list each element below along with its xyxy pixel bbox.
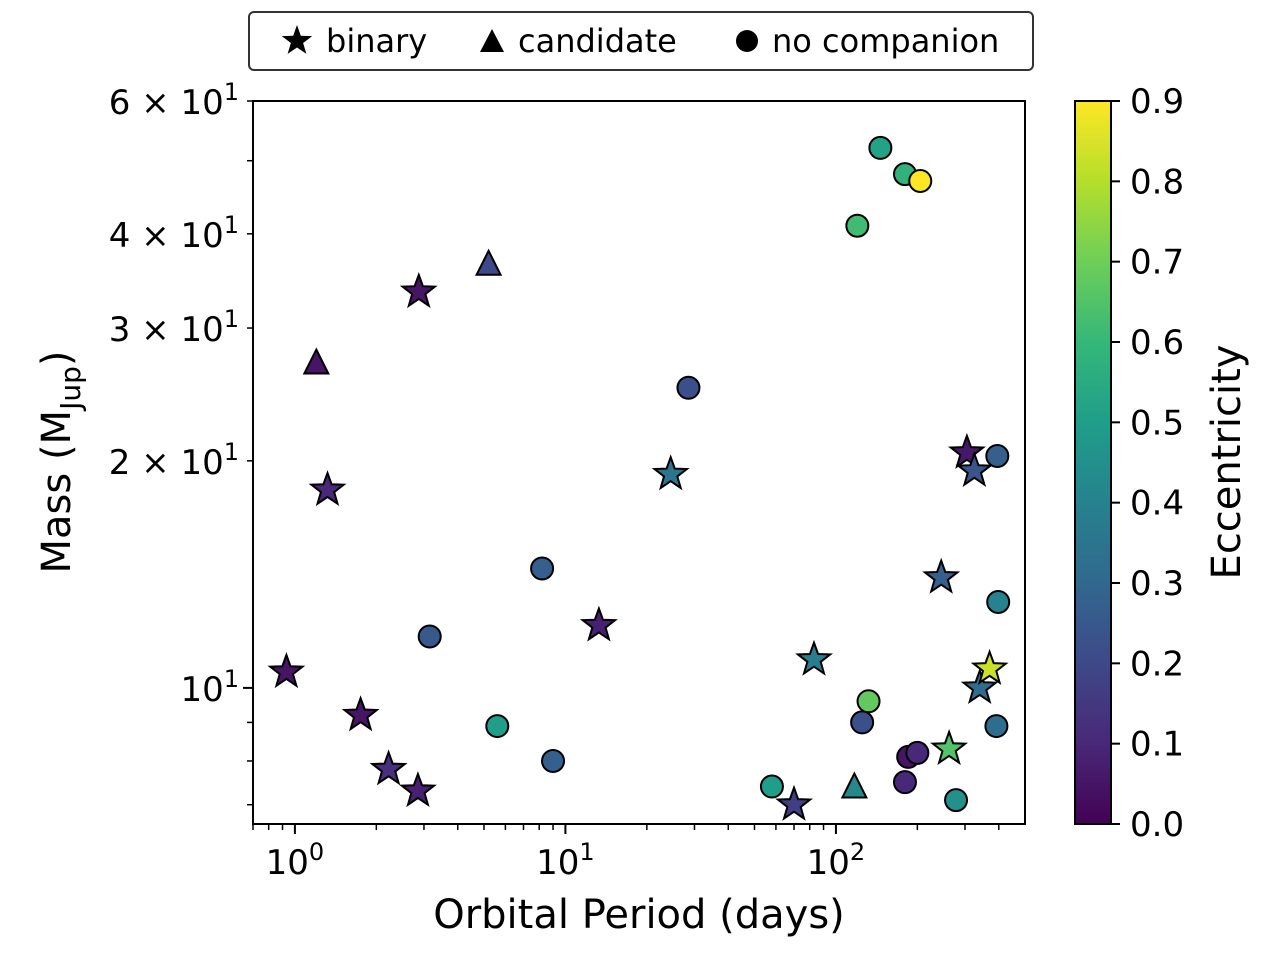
legend-label-candidate: candidate <box>518 22 677 60</box>
y-axis: 101 2 × 101 3 × 101 4 × 101 6 × 101 <box>109 78 253 806</box>
scatter-point-binary <box>399 271 438 309</box>
x-axis: 100 101 102 <box>252 824 1000 883</box>
scatter-point-no-companion <box>892 770 917 795</box>
scatter-point-binary <box>922 557 961 594</box>
scatter-point-binary <box>341 695 380 732</box>
colorbar-tick-label: 0.5 <box>1130 403 1184 443</box>
scatter-point-binary <box>308 470 347 507</box>
scatter-point-binary <box>651 454 690 491</box>
colorbar-tick-label: 0.9 <box>1130 82 1184 122</box>
scatter-point-binary <box>930 728 968 766</box>
y-axis-label-sub: Jup <box>54 366 87 412</box>
scatter-point-binary <box>955 450 994 487</box>
x-axis-label: Orbital Period (days) <box>433 892 845 938</box>
scatter-point-no-companion <box>868 135 893 160</box>
plot-frame <box>252 100 1026 825</box>
scatter-point-binary <box>399 771 437 808</box>
y-axis-label-main: Mass (M <box>34 410 80 574</box>
y-axis-label-close: ) <box>34 351 80 367</box>
x-tick-label: 100 <box>266 838 325 883</box>
legend-label-no-companion: no companion <box>772 22 1000 60</box>
star-icon <box>281 25 313 54</box>
colorbar-tick-label: 0.1 <box>1130 725 1184 765</box>
scatter-point-no-companion <box>905 740 930 765</box>
colorbar-tick-label: 0.4 <box>1130 484 1184 524</box>
scatter-point-binary <box>948 432 986 469</box>
scatter-point-no-companion <box>986 589 1011 614</box>
colorbar-tick-label: 0.8 <box>1130 162 1184 202</box>
colorbar-tick-label: 0.2 <box>1130 644 1184 684</box>
scatter-point-no-companion <box>485 714 510 739</box>
scatter-point-binary <box>960 667 999 704</box>
scatter-point-candidate <box>302 347 330 375</box>
scatter-point-no-companion <box>985 443 1010 468</box>
y-tick-label: 2 × 101 <box>109 438 239 483</box>
scatter-point-no-companion <box>984 714 1009 739</box>
scatter-point-no-companion <box>759 774 784 799</box>
scatter-point-binary <box>970 648 1009 685</box>
colorbar-label: Eccentricity <box>1204 345 1250 580</box>
scatter-point-no-companion <box>417 624 442 649</box>
scatter-point-no-companion <box>530 556 555 581</box>
x-tick-label: 101 <box>536 838 595 883</box>
scatter-point-binary <box>267 651 306 689</box>
legend-item-no-companion: no companion <box>734 13 999 69</box>
scatter-point-binary <box>579 605 618 642</box>
colorbar-tick-label: 0.3 <box>1130 564 1184 604</box>
scatter-point-candidate <box>474 248 503 276</box>
scatter-point-no-companion <box>541 748 566 773</box>
legend-item-binary: binary <box>280 13 427 69</box>
y-tick-label: 6 × 101 <box>109 78 239 123</box>
scatter-point-no-companion <box>845 213 870 238</box>
scatter-point-no-companion <box>944 788 969 813</box>
legend-item-candidate: candidate <box>478 13 677 69</box>
y-tick-label: 3 × 101 <box>109 305 239 350</box>
scatter-point-no-companion <box>856 689 881 714</box>
scatter-point-candidate <box>840 771 868 799</box>
plot-layer <box>267 135 1011 821</box>
legend-label-binary: binary <box>326 22 428 60</box>
scatter-point-binary <box>369 749 408 786</box>
circle-icon <box>736 30 758 52</box>
scatter-point-binary <box>775 784 813 821</box>
x-tick-label: 102 <box>807 838 866 883</box>
legend: binary candidate no companion <box>248 11 1034 71</box>
y-tick-label: 4 × 101 <box>109 211 239 256</box>
triangle-icon <box>480 29 504 52</box>
y-axis-label: Mass (MJup) <box>34 351 87 574</box>
colorbar <box>1074 100 1112 825</box>
colorbar-axis: 0.0 0.1 0.2 0.3 0.4 0.5 0.6 0.7 0.8 0.9 <box>1111 82 1184 845</box>
colorbar-tick-label: 0.7 <box>1130 243 1184 283</box>
y-tick-label: 101 <box>180 665 239 710</box>
scatter-point-no-companion <box>908 168 933 193</box>
colorbar-tick-label: 0.6 <box>1130 323 1184 363</box>
scatter-point-no-companion <box>676 375 701 400</box>
scatter-point-no-companion <box>850 710 875 735</box>
colorbar-tick-label: 0.0 <box>1130 805 1184 845</box>
scatter-point-binary <box>795 639 833 676</box>
